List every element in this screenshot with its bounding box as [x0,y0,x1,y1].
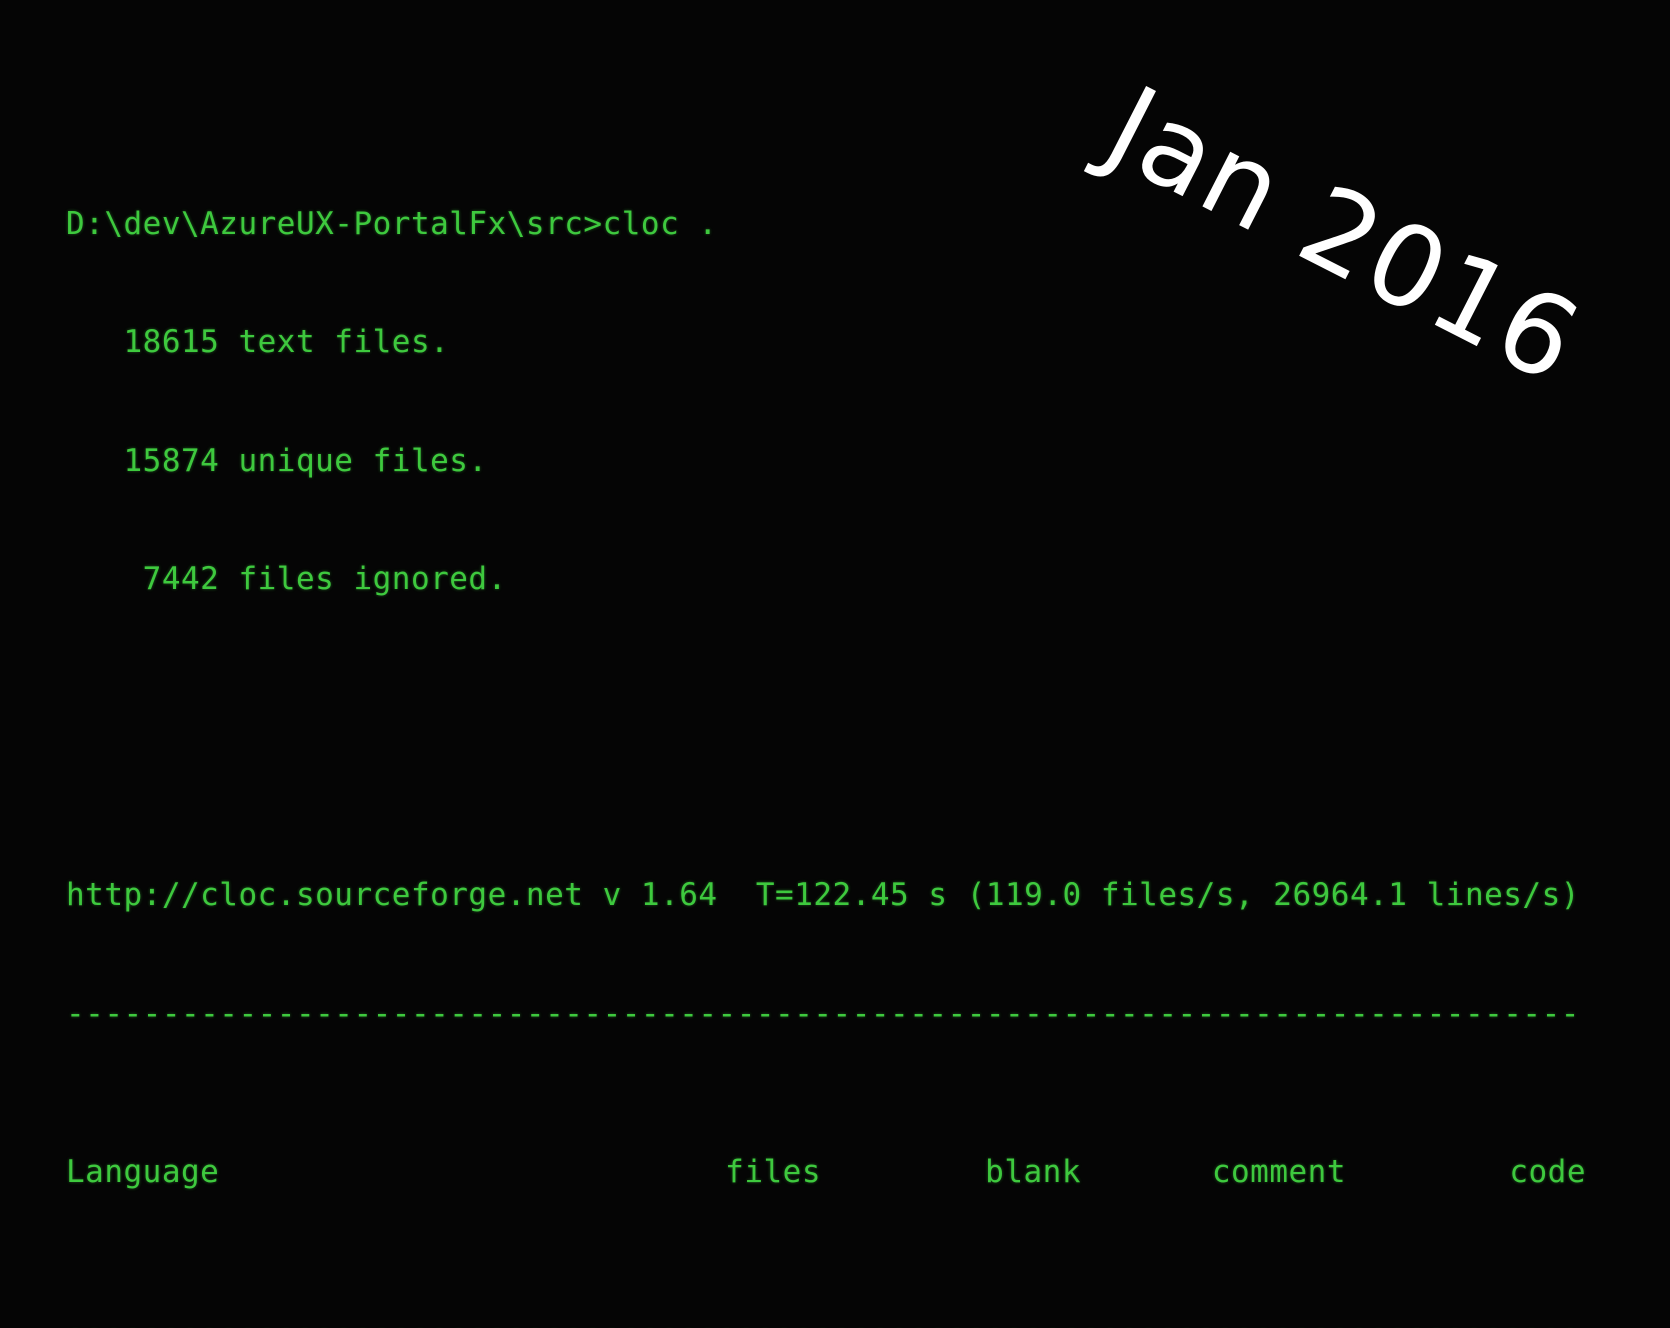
files-ignored-count-line: 7442 files ignored. [66,561,507,597]
spacer-line [66,718,1586,758]
column-header-code: code [1509,1153,1586,1190]
column-header-comment: comment [1211,1153,1346,1190]
terminal-output: D:\dev\AzureUX-PortalFx\src>cloc . 18615… [66,86,1586,1328]
separator-top: ----------------------------------------… [66,995,1580,1032]
cloc-version-line: http://cloc.sourceforge.net v 1.64 T=122… [66,877,1580,913]
separator-header: ----------------------------------------… [66,1311,1586,1328]
table-header-row: Language files blank comment code [66,1153,1586,1193]
column-header-blank: blank [985,1153,1081,1190]
command-prompt-line: D:\dev\AzureUX-PortalFx\src>cloc . [66,205,718,242]
column-header-language: Language [66,1153,220,1190]
column-header-files: files [725,1153,821,1190]
unique-files-count-line: 15874 unique files. [66,442,488,479]
text-files-count-line: 18615 text files. [66,324,450,360]
